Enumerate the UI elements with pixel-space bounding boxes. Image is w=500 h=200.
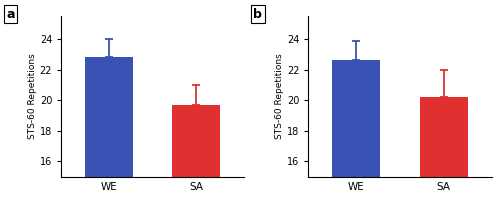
Bar	[85, 57, 133, 177]
Bar	[332, 60, 380, 177]
Text: a: a	[6, 8, 14, 21]
Y-axis label: STS-60 Repetitions: STS-60 Repetitions	[275, 54, 284, 139]
Bar	[172, 105, 220, 177]
Y-axis label: STS-60 Repetitions: STS-60 Repetitions	[28, 54, 37, 139]
Bar	[420, 97, 468, 177]
Text: b: b	[254, 8, 262, 21]
